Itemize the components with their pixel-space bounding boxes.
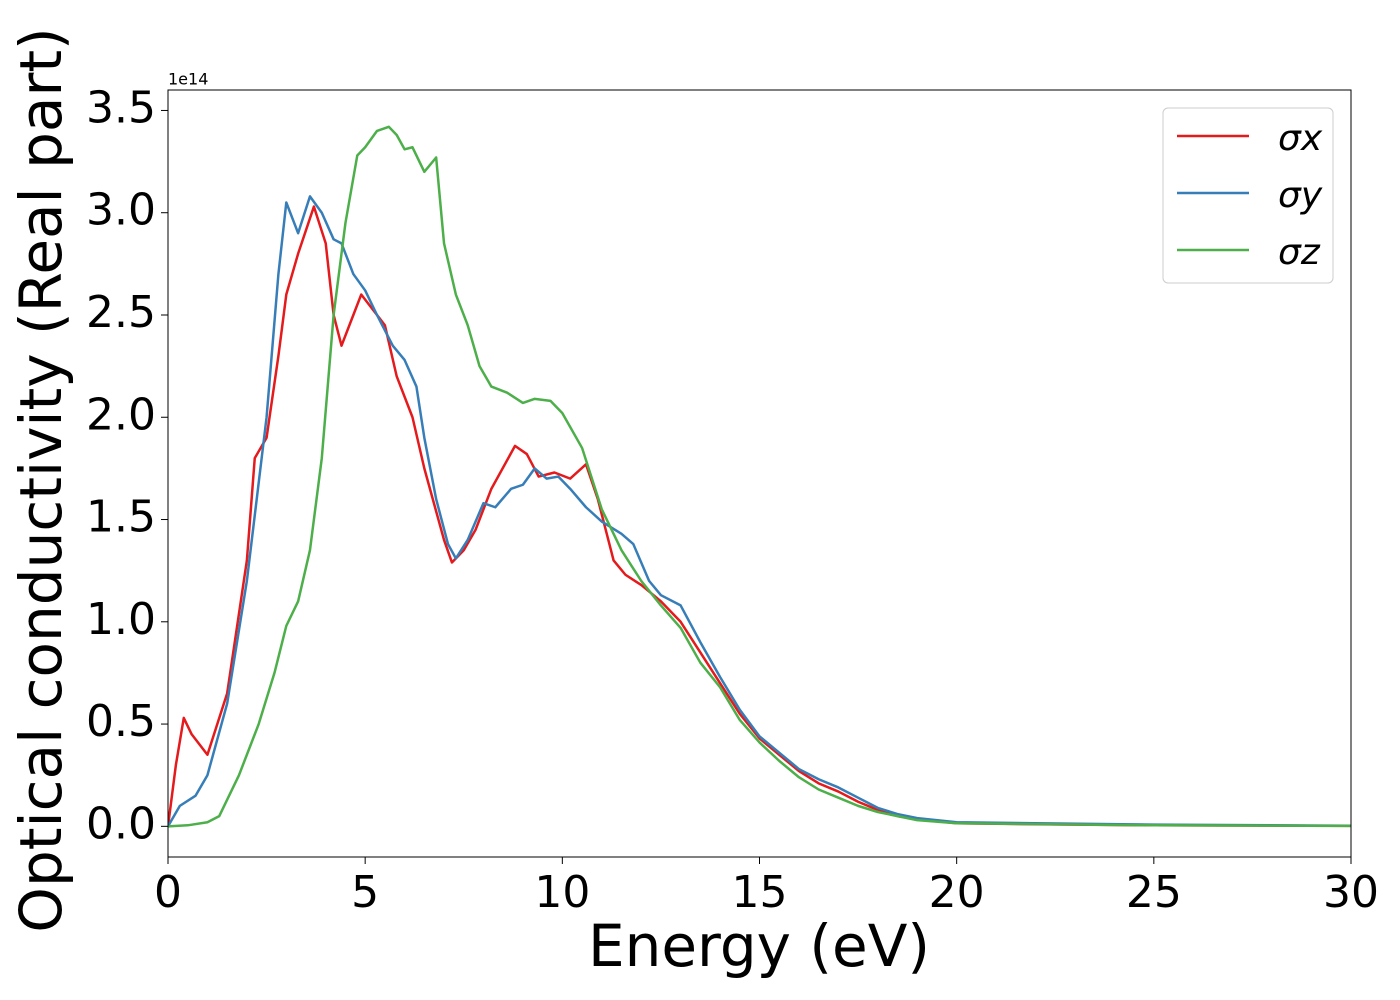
y-tick-label: 2.5 (86, 287, 156, 338)
x-tick-label: 20 (929, 867, 985, 918)
x-tick-label: 25 (1126, 867, 1182, 918)
y-axis-label: Optical conductivity (Real part) (7, 27, 75, 932)
y-offset-text: 1e14 (168, 70, 208, 89)
x-tick-label: 15 (732, 867, 788, 918)
y-tick-label: 3.5 (86, 82, 156, 133)
y-tick-label: 0.5 (86, 696, 156, 747)
legend-label: σz (1278, 232, 1321, 273)
legend-label: σx (1278, 118, 1323, 159)
legend-box (1162, 107, 1334, 284)
y-tick-label: 2.0 (86, 389, 156, 440)
plot-frame (167, 89, 1352, 858)
y-tick-label: 1.5 (86, 492, 156, 543)
y-tick-label: 1.0 (86, 594, 156, 645)
series-line (168, 125, 1351, 828)
series-line (168, 205, 1351, 828)
x-tick-label: 30 (1323, 867, 1379, 918)
legend-label: σy (1278, 175, 1323, 216)
x-axis-label: Energy (eV) (588, 912, 930, 980)
x-tick-label: 0 (154, 867, 182, 918)
x-tick-label: 10 (534, 867, 590, 918)
series-line (168, 195, 1351, 827)
y-tick-label: 0.0 (86, 798, 156, 849)
y-tick-label: 3.0 (86, 185, 156, 236)
x-tick-label: 5 (351, 867, 379, 918)
